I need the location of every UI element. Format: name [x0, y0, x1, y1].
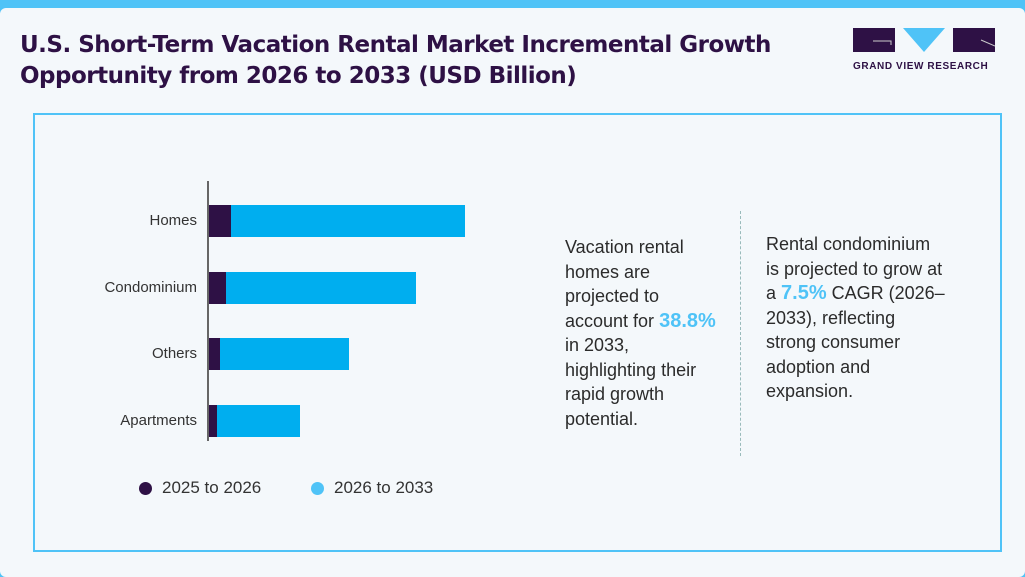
- bar-condominium-series-2: [226, 272, 416, 304]
- bar-others-series-2: [220, 338, 349, 370]
- logo-mark-icon: [853, 28, 996, 52]
- infographic: U.S. Short-Term Vacation Rental Market I…: [0, 8, 1025, 577]
- legend-dot: [139, 481, 152, 495]
- homes-note: Vacation rental homes are projected to a…: [565, 237, 716, 429]
- category-label: Homes: [149, 212, 197, 229]
- logo: GRAND VIEW RESEARCH: [853, 28, 996, 72]
- y-axis-line: [207, 181, 209, 441]
- condominium-note: Rental condominium is projected to grow …: [766, 234, 945, 401]
- chart-title: U.S. Short-Term Vacation Rental Market I…: [20, 32, 771, 89]
- bar-homes-series-2: [231, 205, 465, 237]
- category-label: Apartments: [120, 412, 197, 429]
- legend-item-2026-2033: 2026 to 2033: [311, 478, 433, 498]
- category-label: Condominium: [104, 279, 197, 296]
- bar-apartments-series-2: [217, 405, 300, 437]
- bar-condominium-series-1: [209, 272, 226, 304]
- bar-apartments-series-1: [209, 405, 217, 437]
- chart-panel: Homes Condominium Others Apartments 2025 to…: [33, 113, 1002, 552]
- category-label: Others: [151, 345, 197, 362]
- bar-homes-series-1: [209, 205, 231, 237]
- legend-item-2025-2026: 2025 to 2026: [139, 478, 261, 498]
- bar-others-series-1: [209, 338, 220, 370]
- divider: [740, 211, 741, 456]
- legend-dot: [311, 481, 324, 495]
